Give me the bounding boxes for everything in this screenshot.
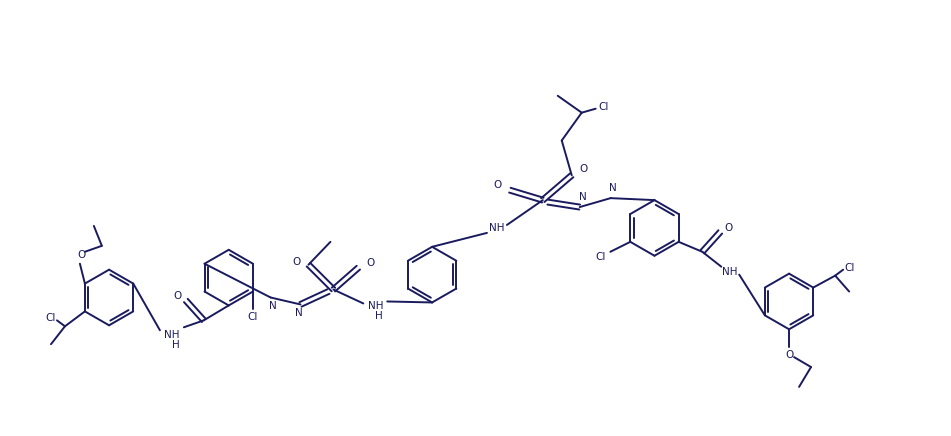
Text: N: N: [269, 301, 277, 311]
Text: Cl: Cl: [844, 262, 854, 272]
Text: Cl: Cl: [595, 252, 606, 262]
Text: NH: NH: [722, 267, 737, 277]
Text: NH: NH: [489, 223, 505, 233]
Text: H: H: [172, 340, 180, 350]
Text: O: O: [494, 180, 502, 190]
Text: O: O: [724, 223, 732, 233]
Text: Cl: Cl: [46, 313, 56, 324]
Text: NH: NH: [367, 301, 383, 311]
Text: N: N: [295, 308, 302, 318]
Text: Cl: Cl: [247, 312, 258, 322]
Text: N: N: [579, 192, 587, 202]
Text: Cl: Cl: [598, 102, 609, 112]
Text: O: O: [785, 350, 793, 360]
Text: O: O: [292, 257, 301, 267]
Text: H: H: [376, 311, 383, 321]
Text: N: N: [609, 183, 616, 193]
Text: O: O: [366, 258, 375, 268]
Text: O: O: [174, 292, 182, 302]
Text: O: O: [78, 250, 86, 260]
Text: NH: NH: [165, 330, 180, 340]
Text: O: O: [579, 164, 588, 174]
